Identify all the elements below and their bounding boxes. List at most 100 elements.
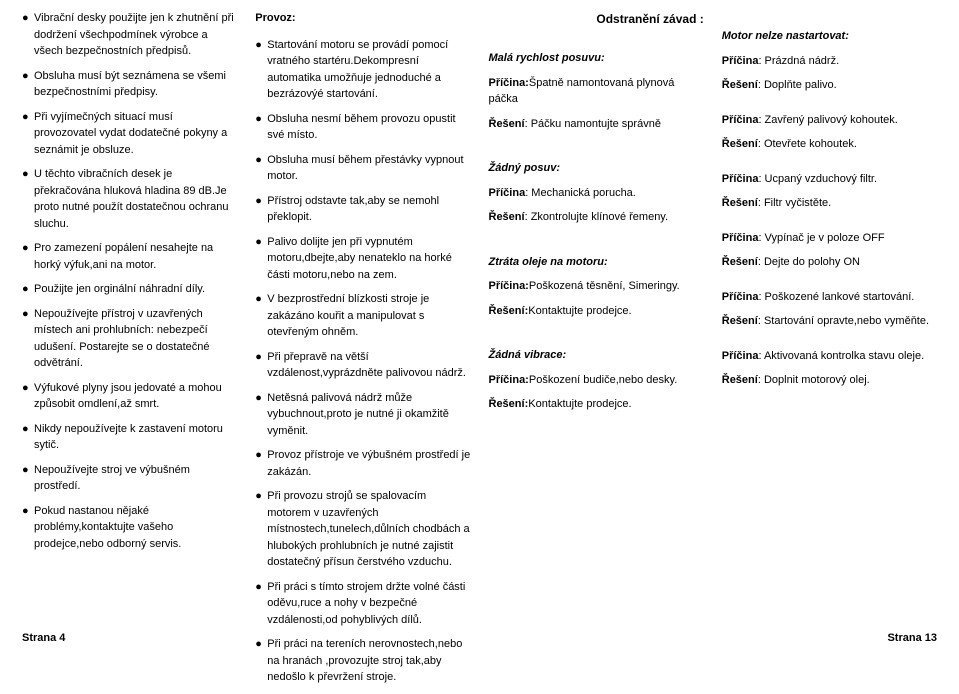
- bullet-item: ●Při přepravě na větší vzdálenost,vypráz…: [255, 349, 470, 382]
- bullet-dot: ●: [22, 166, 34, 232]
- motor-line: Příčina: Prázdná nádrž.: [722, 53, 937, 70]
- fault-header: Žádný posuv:: [489, 160, 704, 177]
- motor-label: Řešení: [722, 256, 758, 268]
- bullet-text: Nepoužívejte přístroj v uzavřených míste…: [34, 306, 237, 372]
- bullet-text: Obsluha musí během přestávky vypnout mot…: [267, 152, 470, 185]
- motor-line: Příčina: Ucpaný vzduchový filtr.: [722, 171, 937, 188]
- fault-line: Příčina:Špatně namontovaná plynová páčka: [489, 75, 704, 108]
- bullet-item: ●Při provozu strojů se spalovacím motore…: [255, 488, 470, 571]
- bullet-text: Obsluha nesmí během provozu opustit své …: [267, 111, 470, 144]
- fault-line: Řešení: Páčku namontujte správně: [489, 116, 704, 133]
- bullet-item: ●Netěsná palivová nádrž může vybuchnout,…: [255, 390, 470, 440]
- bullet-dot: ●: [22, 462, 34, 495]
- motor-label: Příčina: [722, 291, 759, 303]
- motor-label: Řešení: [722, 315, 758, 327]
- fault-line: Řešení:Kontaktujte prodejce.: [489, 396, 704, 413]
- column-2: Provoz:●Startování motoru se provádí pom…: [255, 10, 470, 694]
- bullet-text: Při práci s tímto strojem držte volné čá…: [267, 579, 470, 629]
- bullet-dot: ●: [255, 390, 267, 440]
- bullet-item: ●Pokud nastanou nějaké problémy,kontaktu…: [22, 503, 237, 553]
- fault-text: Poškození budiče,nebo desky.: [529, 374, 677, 386]
- bullet-dot: ●: [255, 234, 267, 284]
- motor-label: Příčina: [722, 114, 759, 126]
- motor-label: Příčina: [722, 350, 759, 362]
- fault-label: Příčina:: [489, 374, 529, 386]
- fault-header: Ztráta oleje na motoru:: [489, 254, 704, 271]
- fault-line: Řešení:Kontaktujte prodejce.: [489, 303, 704, 320]
- motor-label: Řešení: [722, 197, 758, 209]
- fault-header: Žádná vibrace:: [489, 347, 704, 364]
- bullet-item: ●Vibrační desky použijte jen k zhutnění …: [22, 10, 237, 60]
- bullet-dot: ●: [255, 349, 267, 382]
- fault-text: Kontaktujte prodejce.: [528, 398, 631, 410]
- motor-text: : Poškozené lankové startování.: [758, 291, 914, 303]
- motor-line: Příčina: Aktivovaná kontrolka stavu olej…: [722, 348, 937, 365]
- motor-text: : Ucpaný vzduchový filtr.: [758, 173, 877, 185]
- bullet-dot: ●: [255, 193, 267, 226]
- fault-line: Příčina:Poškození budiče,nebo desky.: [489, 372, 704, 389]
- bullet-text: Netěsná palivová nádrž může vybuchnout,p…: [267, 390, 470, 440]
- motor-text: : Doplňte palivo.: [758, 79, 837, 91]
- bullet-dot: ●: [22, 421, 34, 454]
- bullet-text: Výfukové plyny jsou jedovaté a mohou způ…: [34, 380, 237, 413]
- motor-text: : Filtr vyčistěte.: [758, 197, 831, 209]
- bullet-item: ●Obsluha musí být seznámena se všemi bez…: [22, 68, 237, 101]
- motor-line: Řešení: Dejte do polohy ON: [722, 254, 937, 271]
- bullet-item: ●Přístroj odstavte tak,aby se nemohl pře…: [255, 193, 470, 226]
- fault-label: Příčina: [489, 187, 526, 199]
- motor-text: : Startování opravte,nebo vyměňte.: [758, 315, 929, 327]
- motor-line: Příčina: Zavřený palivový kohoutek.: [722, 112, 937, 129]
- bullet-dot: ●: [22, 10, 34, 60]
- bullet-item: ●Palivo dolijte jen při vypnutém motoru,…: [255, 234, 470, 284]
- bullet-text: Startování motoru se provádí pomocí vrat…: [267, 37, 470, 103]
- fault-line: Příčina: Mechanická porucha.: [489, 185, 704, 202]
- bullet-text: Vibrační desky použijte jen k zhutnění p…: [34, 10, 237, 60]
- bullet-text: Při provozu strojů se spalovacím motorem…: [267, 488, 470, 571]
- bullet-dot: ●: [255, 152, 267, 185]
- fault-text: : Páčku namontujte správně: [525, 118, 661, 130]
- footer-left: Strana 4: [22, 632, 65, 644]
- bullet-dot: ●: [22, 281, 34, 298]
- fault-text: Poškozená těsnění, Simeringy.: [529, 280, 680, 292]
- footer-right: Strana 13: [887, 632, 937, 644]
- bullet-text: Palivo dolijte jen při vypnutém motoru,d…: [267, 234, 470, 284]
- bullet-dot: ●: [255, 37, 267, 103]
- footer: Strana 4 Strana 13: [22, 632, 937, 644]
- motor-label: Řešení: [722, 79, 758, 91]
- column-3: Odstranění závad :Malá rychlost posuvu:P…: [489, 10, 704, 694]
- fault-label: Řešení:: [489, 398, 529, 410]
- bullet-item: ●Nikdy nepoužívejte k zastavení motoru s…: [22, 421, 237, 454]
- bullet-item: ●Obsluha nesmí během provozu opustit své…: [255, 111, 470, 144]
- motor-header: Motor nelze nastartovat:: [722, 28, 937, 45]
- motor-line: Příčina: Poškozené lankové startování.: [722, 289, 937, 306]
- bullet-text: Při přepravě na větší vzdálenost,vyprázd…: [267, 349, 470, 382]
- motor-label: Příčina: [722, 232, 759, 244]
- motor-text: : Aktivovaná kontrolka stavu oleje.: [758, 350, 924, 362]
- bullet-item: ●Pro zamezení popálení nesahejte na hork…: [22, 240, 237, 273]
- bullet-dot: ●: [22, 109, 34, 159]
- motor-text: : Prázdná nádrž.: [758, 55, 839, 67]
- motor-label: Řešení: [722, 374, 758, 386]
- fault-label: Příčina:: [489, 77, 529, 89]
- bullet-item: ●Při vyjímečných situací musí provozovat…: [22, 109, 237, 159]
- fault-text: : Zkontrolujte klínové řemeny.: [525, 211, 668, 223]
- bullet-dot: ●: [255, 111, 267, 144]
- troubleshooting-title: Odstranění závad :: [489, 10, 704, 28]
- bullet-dot: ●: [255, 447, 267, 480]
- bullet-text: Při vyjímečných situací musí provozovate…: [34, 109, 237, 159]
- bullet-dot: ●: [255, 488, 267, 571]
- motor-text: : Zavřený palivový kohoutek.: [758, 114, 897, 126]
- motor-text: : Doplnit motorový olej.: [758, 374, 870, 386]
- motor-text: : Dejte do polohy ON: [758, 256, 860, 268]
- fault-text: : Mechanická porucha.: [525, 187, 636, 199]
- motor-line: Řešení: Otevřete kohoutek.: [722, 136, 937, 153]
- bullet-item: ●Obsluha musí během přestávky vypnout mo…: [255, 152, 470, 185]
- bullet-item: ●V bezprostřední blízkosti stroje je zak…: [255, 291, 470, 341]
- bullet-dot: ●: [255, 579, 267, 629]
- fault-line: Příčina:Poškozená těsnění, Simeringy.: [489, 278, 704, 295]
- motor-line: Řešení: Doplnit motorový olej.: [722, 372, 937, 389]
- motor-label: Řešení: [722, 138, 758, 150]
- bullet-text: Pokud nastanou nějaké problémy,kontaktuj…: [34, 503, 237, 553]
- bullet-text: Nepoužívejte stroj ve výbušném prostředí…: [34, 462, 237, 495]
- bullet-text: U těchto vibračních desek je překračován…: [34, 166, 237, 232]
